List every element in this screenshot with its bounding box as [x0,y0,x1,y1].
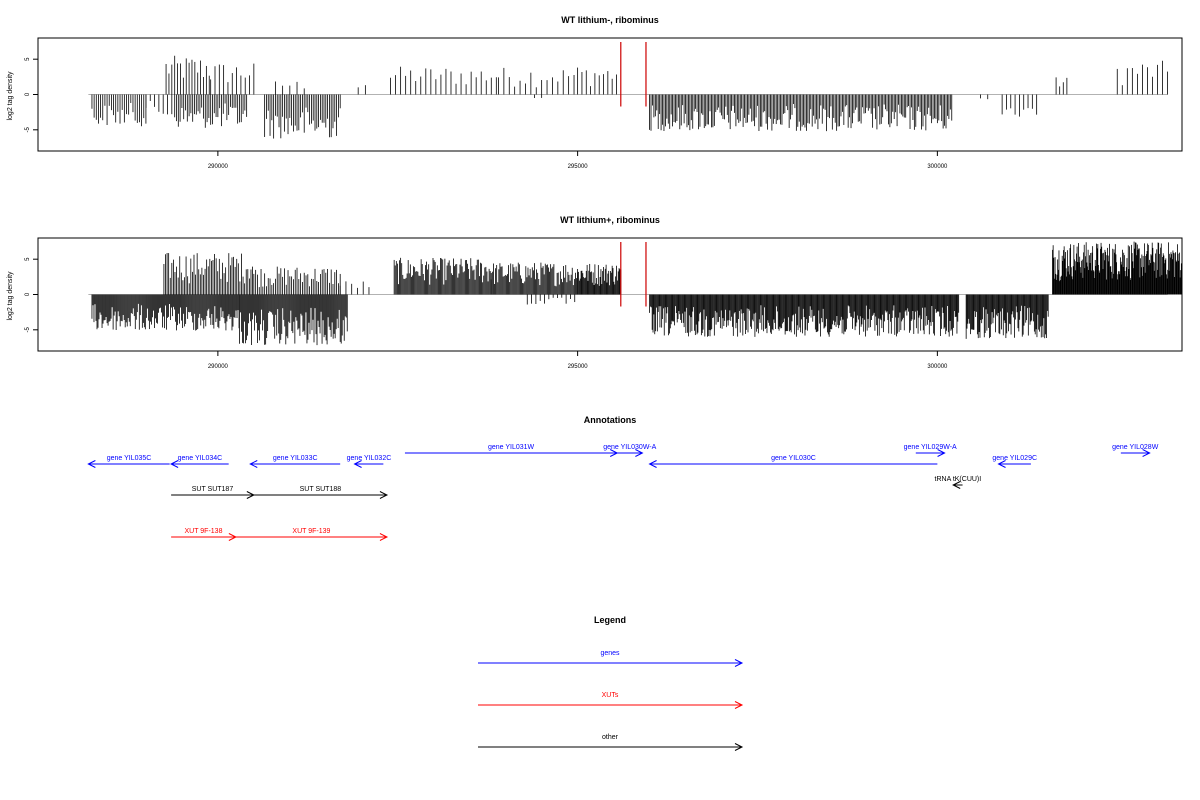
annotation-feature: gene YIL030C [648,455,938,468]
x-tick-label: 300000 [927,364,948,370]
annotation-feature: tRNA tK(CUU)I [935,476,982,489]
annotation-feature: gene YIL030W-A [603,444,657,457]
feature-label: gene YIL035C [107,455,152,462]
feature-arrow-arrowhead [379,491,389,499]
annotation-feature: gene YIL033C [249,455,341,468]
panel-1-axes: 290000 295000 300000 5 0 -5 [25,57,948,170]
panel-1-ylabel: log2 tag density [7,71,14,121]
legend-arrow-arrowhead [734,743,744,751]
annotation-feature: gene YIL029C [992,455,1037,468]
panel-1-bars [88,42,1169,139]
y-tick-label: -5 [25,126,31,132]
feature-arrow-arrowhead [379,533,389,541]
legend-label: XUTs [602,692,619,699]
legend-label: genes [600,650,620,657]
feature-arrow-arrowhead [1142,449,1151,457]
x-tick-label: 295000 [568,364,589,370]
annotation-feature: gene YIL034C [169,455,229,468]
feature-label: gene YIL028W [1112,444,1159,451]
panel-2-title: WT lithium+, ribominus [560,215,660,225]
panel-2-axes: 290000 295000 300000 5 0 -5 [25,257,948,370]
feature-arrow-arrowhead [169,460,179,468]
legend-arrow-arrowhead [734,659,744,667]
legend-panel: Legend genes XUTs other [478,615,744,751]
y-tick-label: 5 [25,257,31,261]
legend-item-xut: XUTs [478,692,744,709]
legend-item-gene: genes [478,650,744,667]
legend-items: genes XUTs other [478,650,744,751]
y-tick-label: 5 [25,57,31,61]
annotation-feature: SUT SUT187 [171,486,255,499]
annotation-features: gene YIL035C gene YIL034C gene YIL033C gene… [87,444,1159,541]
feature-arrow-arrowhead [648,460,657,468]
coverage-panel-2: WT lithium+, ribominus log2 tag density … [7,215,1183,370]
panel-2-ylabel: log2 tag density [7,271,14,321]
y-tick-label: 0 [25,92,31,96]
legend-item-other: other [478,734,744,751]
feature-arrow-arrowhead [937,449,946,457]
y-tick-label: -5 [25,326,31,332]
feature-label: tRNA tK(CUU)I [935,476,982,483]
feature-label: XUT 9F-138 [184,528,222,535]
legend-title: Legend [594,615,626,625]
feature-arrow-arrowhead [249,460,258,468]
feature-label: gene YIL032C [347,455,392,462]
annotation-feature: gene YIL035C [87,455,170,468]
x-tick-label: 295000 [568,164,589,170]
feature-label: gene YIL029C [992,455,1037,462]
x-tick-label: 290000 [208,164,229,170]
feature-arrow-arrowhead [635,449,644,457]
feature-label: SUT SUT187 [192,486,234,493]
panel-1-title: WT lithium-, ribominus [561,15,659,25]
annotations-panel: Annotations gene YIL035C gene YIL034C gene… [87,415,1159,541]
feature-arrow-arrowhead [997,460,1006,468]
feature-label: gene YIL031W [488,444,535,451]
legend-arrow-arrowhead [734,701,744,709]
annotation-feature: XUT 9F-139 [235,528,389,541]
feature-label: SUT SUT188 [300,486,342,493]
feature-label: gene YIL033C [273,455,318,462]
annotation-feature: gene YIL028W [1112,444,1159,457]
feature-arrow-arrowhead [87,460,96,468]
feature-label: gene YIL034C [178,455,223,462]
feature-arrow-arrowhead [353,460,362,468]
panel-2-bars [88,241,1183,346]
y-tick-label: 0 [25,292,31,296]
annotations-title: Annotations [584,415,637,425]
x-tick-label: 290000 [208,364,229,370]
legend-label: other [602,734,619,741]
feature-label: gene YIL030C [771,455,816,462]
annotation-feature: SUT SUT188 [253,486,389,499]
coverage-panel-1: WT lithium-, ribominus log2 tag density … [7,15,1183,170]
feature-label: XUT 9F-139 [292,528,330,535]
annotation-feature: gene YIL032C [347,455,392,468]
annotation-feature: gene YIL031W [404,444,619,457]
feature-arrow-arrowhead [952,481,961,489]
annotation-feature: XUT 9F-138 [171,528,237,541]
feature-label: gene YIL030W-A [603,444,656,451]
annotation-feature: gene YIL029W-A [904,444,957,457]
feature-label: gene YIL029W-A [904,444,957,451]
x-tick-label: 300000 [927,164,948,170]
